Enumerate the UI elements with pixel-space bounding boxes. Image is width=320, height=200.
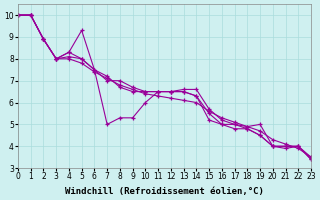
X-axis label: Windchill (Refroidissement éolien,°C): Windchill (Refroidissement éolien,°C)	[65, 187, 264, 196]
